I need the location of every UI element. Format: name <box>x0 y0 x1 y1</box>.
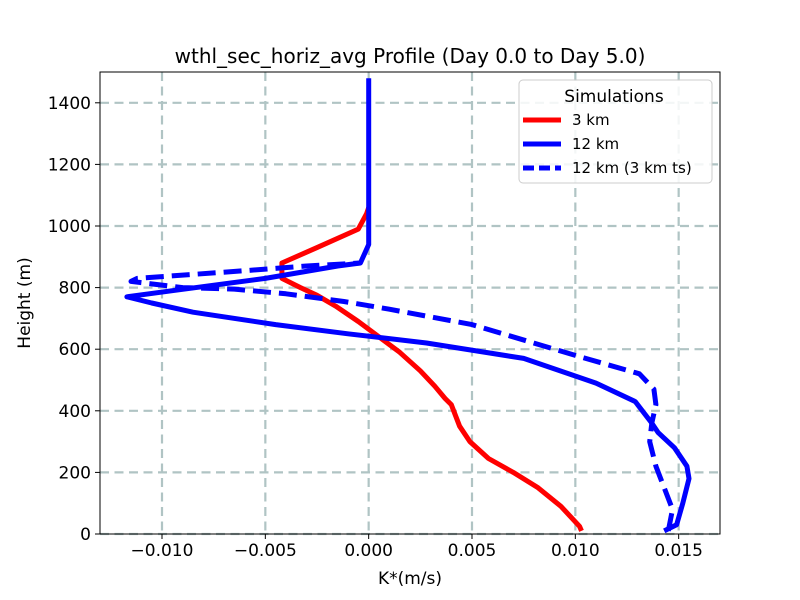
y-tick-label: 600 <box>59 340 91 360</box>
series-line-3 <box>128 260 675 532</box>
y-tick-label: 1200 <box>48 155 91 175</box>
y-axis-label: Height (m) <box>15 257 35 348</box>
x-tick-label: 0.015 <box>654 541 703 561</box>
x-tick-label: −0.005 <box>234 541 297 561</box>
x-tick-label: 0.010 <box>551 541 600 561</box>
chart-title: wthl_sec_horiz_avg Profile (Day 0.0 to D… <box>175 44 646 68</box>
series-group <box>124 78 692 534</box>
y-tick-label: 800 <box>59 279 91 299</box>
series-line-1 <box>279 206 584 532</box>
y-tick-label: 200 <box>59 463 91 483</box>
x-tick-label: 0.000 <box>344 541 393 561</box>
ticks: −0.010 −0.005 0.000 0.005 0.010 0.015 0 200 400 6… <box>48 94 703 561</box>
x-tick-label: −0.010 <box>131 541 194 561</box>
legend-label-3: 12 km (3 km ts) <box>572 159 692 177</box>
y-tick-label: 400 <box>59 402 91 422</box>
legend-title: Simulations <box>564 87 664 107</box>
plot-frame <box>99 71 721 535</box>
legend: Simulations 3 km 12 km 12 km (3 km ts) <box>518 79 713 184</box>
y-tick-label: 1000 <box>48 217 91 237</box>
legend-label-2: 12 km <box>572 135 619 153</box>
legend-label-1: 3 km <box>572 111 610 129</box>
x-axis-label: K*(m/s) <box>378 569 442 589</box>
y-tick-label: 1400 <box>48 94 91 114</box>
legend-box <box>518 79 713 184</box>
x-tick-label: 0.005 <box>448 541 497 561</box>
y-tick-label: 0 <box>80 525 91 545</box>
